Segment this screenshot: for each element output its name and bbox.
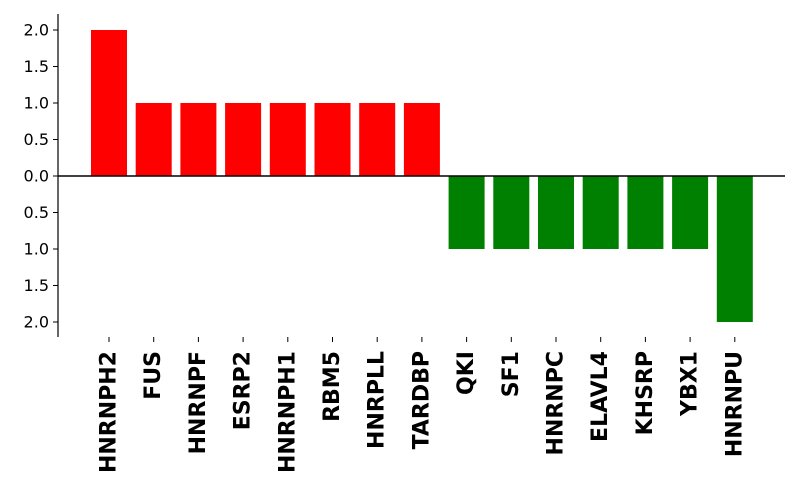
x-tick-label: HNRNPH1	[275, 351, 300, 473]
x-tick-label: SF1	[499, 351, 524, 397]
x-tick-label: YBX1	[678, 351, 703, 417]
bar-hnrnpf	[180, 103, 217, 176]
bar-hnrnph1	[269, 103, 306, 176]
bar-esrp2	[225, 103, 262, 176]
bar-qki	[448, 176, 485, 249]
x-tick-label: HNRNPU	[722, 351, 747, 457]
bar-fus	[135, 103, 172, 176]
x-tick-label: KHSRP	[633, 351, 658, 435]
bar-elavl4	[582, 176, 619, 249]
y-tick-label: 1.5	[24, 57, 49, 76]
y-tick-label: 2.0	[24, 21, 49, 40]
x-tick-label: ESRP2	[231, 351, 256, 430]
x-tick-label: TARDBP	[409, 351, 434, 449]
y-axis: 2.0 1.5 1.0 0.5 0.0 0.5 1.0 1.5 2.0	[24, 14, 59, 337]
bar-rbm5	[314, 103, 351, 176]
y-tick-label: 1.0	[24, 94, 49, 113]
bar-hnrnpu	[716, 176, 753, 322]
x-tick-label: ELAVL4	[588, 351, 613, 442]
y-tick-label: 0.5	[24, 203, 49, 222]
y-tick-label: 2.0	[24, 313, 49, 332]
x-axis-labels: HNRNPH2 FUS HNRNPF ESRP2 HNRNPH1 RBM5 HNRPLL TA…	[97, 337, 747, 473]
x-tick-label: QKI	[454, 351, 479, 395]
bar-sf1	[493, 176, 530, 249]
x-tick-label: HNRNPH2	[97, 351, 122, 473]
x-tick-label: RBM5	[320, 351, 345, 422]
bar-hnrnph2	[91, 30, 127, 176]
y-tick-label: 1.0	[24, 240, 49, 259]
y-tick-label: 1.5	[24, 276, 49, 295]
x-tick-label: HNRPLL	[365, 351, 390, 449]
bar-hnrpll	[359, 103, 396, 176]
x-tick-label: FUS	[141, 351, 166, 400]
x-tick-label: HNRNPF	[186, 351, 211, 454]
bar-tardbp	[403, 103, 440, 176]
bars-group	[91, 30, 753, 322]
bar-hnrnpc	[538, 176, 574, 249]
x-tick-label: HNRNPC	[544, 351, 569, 455]
bar-ybx1	[672, 176, 709, 249]
y-tick-label: 0.0	[24, 167, 49, 186]
y-tick-label: 0.5	[24, 130, 49, 149]
bar-khsrp	[627, 176, 664, 249]
